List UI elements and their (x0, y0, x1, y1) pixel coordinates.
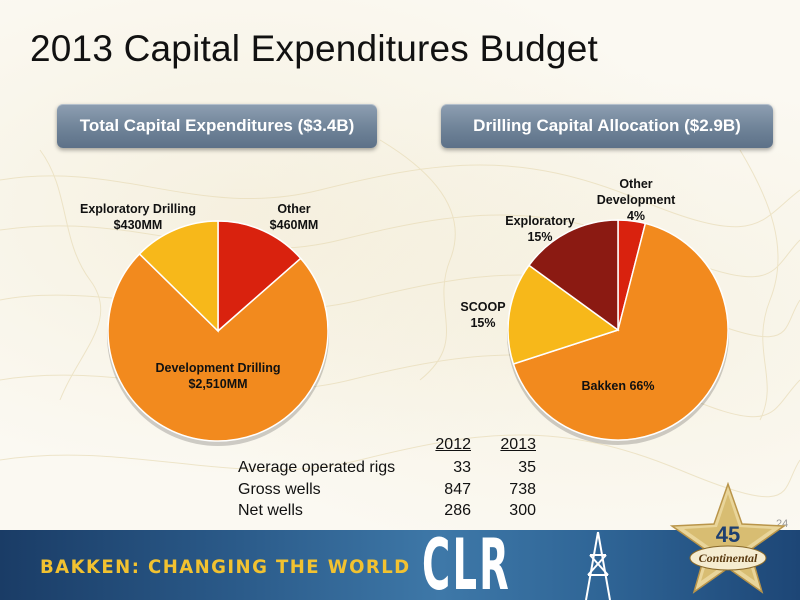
logo-45-mark: 45 (716, 522, 740, 547)
header-2012: 2012 (435, 436, 471, 453)
continental-45-logo: Continental 45 (669, 482, 787, 594)
row-label-rigs: Average operated rigs (238, 459, 396, 476)
pie2-label-other-value: 4% (627, 209, 645, 223)
gross-wells-2013: 738 (509, 481, 536, 498)
footer-banner: BAKKEN: CHANGING THE WORLD CLR (0, 530, 800, 600)
pie2-label-other-line1: Other (619, 177, 652, 191)
row-label-gross-wells: Gross wells (238, 481, 321, 498)
rigs-2013: 35 (518, 459, 536, 476)
net-wells-2012: 286 (444, 502, 471, 519)
pie1-label-development-name: Development Drilling (155, 361, 280, 375)
rigs-2012: 33 (453, 459, 471, 476)
pie1-label-development-value: $2,510MM (188, 377, 247, 391)
logo-text: Continental (699, 551, 758, 565)
pie1-label-other-name: Other (277, 202, 310, 216)
total-capex-header: Total Capital Expenditures ($3.4B) (57, 104, 377, 148)
header-2013: 2013 (500, 436, 536, 453)
total-capex-pie (107, 220, 329, 446)
pie-rim (507, 219, 729, 441)
slide-title: 2013 Capital Expenditures Budget (30, 28, 598, 69)
net-wells-2013: 300 (509, 502, 536, 519)
drilling-allocation-pie (507, 219, 729, 445)
pie2-label-scoop-name: SCOOP (460, 300, 505, 314)
pie-charts: Exploratory Drilling $430MM Other $460MM… (80, 177, 729, 446)
topo-pattern (0, 139, 800, 498)
drilling-allocation-header: Drilling Capital Allocation ($2.9B) (441, 104, 773, 148)
pie2-label-scoop-value: 15% (470, 316, 495, 330)
pie1-label-exploratory-name: Exploratory Drilling (80, 202, 196, 216)
pie2-label-exploratory-value: 15% (527, 230, 552, 244)
ticker-logo: CLR (422, 530, 512, 600)
banner-tagline: BAKKEN: CHANGING THE WORLD (40, 556, 411, 578)
rig-well-stats-table: 2012 2013 Average operated rigs 33 35 Gr… (238, 436, 536, 519)
pie-rim (107, 220, 329, 442)
pie1-label-exploratory-value: $430MM (114, 218, 163, 232)
row-label-net-wells: Net wells (238, 502, 303, 519)
pie1-label-other-value: $460MM (270, 218, 319, 232)
drilling-rig-icon (585, 531, 611, 600)
pie2-label-other-line2: Development (597, 193, 676, 207)
pie2-label-exploratory-name: Exploratory (505, 214, 575, 228)
gross-wells-2012: 847 (444, 481, 471, 498)
pie2-label-bakken: Bakken 66% (582, 379, 655, 393)
